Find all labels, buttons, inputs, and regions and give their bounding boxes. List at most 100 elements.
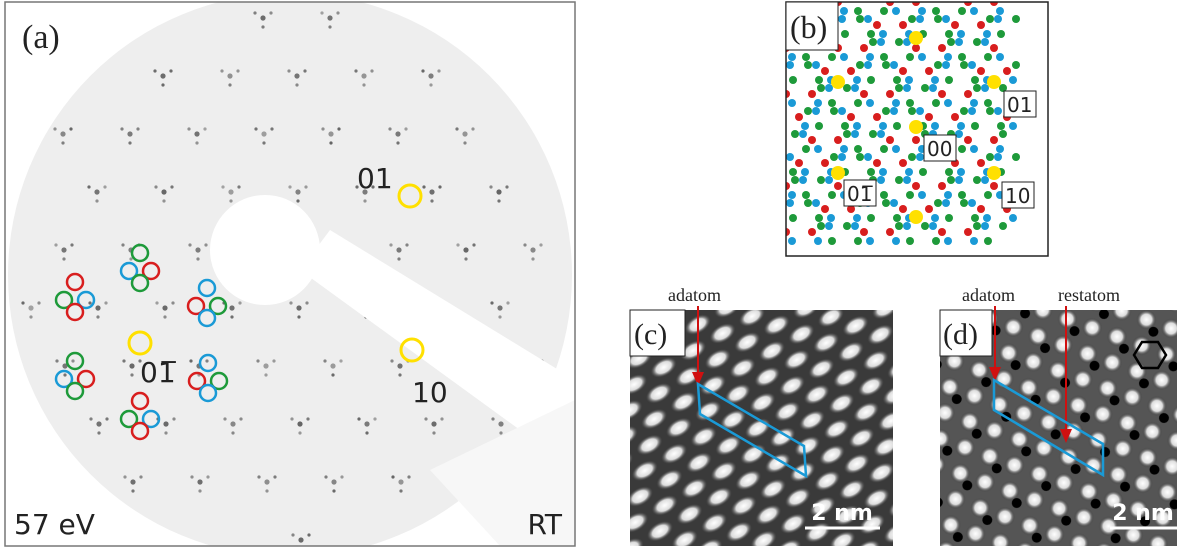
pattern-dot <box>762 191 770 199</box>
pattern-dot <box>821 205 829 213</box>
pattern-dot <box>847 67 855 75</box>
spot-label: 10 <box>1005 184 1030 208</box>
pattern-dot <box>838 153 846 161</box>
pattern-dot <box>925 113 933 121</box>
diffraction-spot <box>170 185 173 188</box>
pattern-dot <box>747 176 755 184</box>
diffraction-spot <box>531 257 534 260</box>
pattern-dot <box>960 199 968 207</box>
pattern-dot <box>860 44 868 52</box>
pattern-dot <box>687 222 695 230</box>
pattern-dot <box>737 76 745 84</box>
pattern-dot <box>691 205 699 213</box>
diffraction-spot <box>61 247 66 252</box>
pattern-dot <box>916 107 924 115</box>
pattern-dot <box>944 53 952 61</box>
diffraction-spot <box>303 69 306 72</box>
pattern-dot <box>877 130 885 138</box>
pattern-dot <box>996 53 1004 61</box>
pattern-dot <box>925 205 933 213</box>
pattern-dot <box>773 130 781 138</box>
pattern-dot <box>906 53 914 61</box>
pattern-dot <box>704 90 712 98</box>
pattern-dot <box>977 159 985 167</box>
pattern-dot <box>711 214 719 222</box>
diffraction-spot <box>155 301 158 304</box>
pattern-dot <box>860 90 868 98</box>
diffraction-spot <box>61 141 64 144</box>
pattern-dot <box>938 90 946 98</box>
pattern-dot <box>723 30 731 38</box>
diffraction-spot <box>329 141 332 144</box>
pattern-dot <box>724 7 732 15</box>
diffraction-spot <box>324 475 327 478</box>
pattern-dot <box>960 107 968 115</box>
pattern-dot <box>994 15 1002 23</box>
pattern-dot <box>698 145 706 153</box>
pattern-dot <box>955 38 963 46</box>
diffraction-spot <box>496 189 501 194</box>
pattern-dot <box>942 199 950 207</box>
pattern-dot <box>695 84 703 92</box>
diffraction-spot <box>390 359 393 362</box>
pattern-dot <box>1012 61 1020 69</box>
pattern-dot <box>925 67 933 75</box>
pattern-dot <box>880 7 888 15</box>
pattern-dot <box>942 61 950 69</box>
pattern-dot <box>944 237 952 245</box>
pattern-dot <box>700 61 708 69</box>
pattern-dot <box>990 44 998 52</box>
pattern-dot <box>697 76 705 84</box>
diffraction-spot <box>237 185 240 188</box>
pattern-dot <box>825 176 833 184</box>
pattern-dot <box>763 168 771 176</box>
diffraction-spot <box>161 83 164 86</box>
pattern-dot <box>973 84 981 92</box>
pattern-dot <box>685 30 693 38</box>
pattern-dot <box>892 7 900 15</box>
diffraction-spot <box>254 127 257 130</box>
diffraction-spot <box>505 185 508 188</box>
pattern-dot <box>906 191 914 199</box>
pattern-dot <box>912 182 920 190</box>
pattern-dot <box>981 38 989 46</box>
pattern-dot <box>799 130 807 138</box>
pattern-dot <box>908 107 916 115</box>
pattern-dot <box>762 7 770 15</box>
pattern-dot <box>932 237 940 245</box>
pattern-dot <box>999 130 1007 138</box>
pattern-dot <box>708 199 716 207</box>
diffraction-spot <box>354 69 357 72</box>
pattern-dot <box>817 84 825 92</box>
diffraction-spot <box>332 489 335 492</box>
pattern-dot <box>697 214 705 222</box>
pattern-dot <box>899 205 907 213</box>
diffraction-spot <box>263 363 268 368</box>
diffraction-spot <box>163 421 168 426</box>
pattern-dot <box>739 176 747 184</box>
diffraction-spot <box>130 373 133 376</box>
pattern-dot <box>760 107 768 115</box>
diffraction-spot <box>37 301 40 304</box>
pattern-dot <box>726 107 734 115</box>
pattern-dot <box>916 15 924 23</box>
pattern-dot <box>970 237 978 245</box>
pattern-dot <box>903 176 911 184</box>
pattern-dot <box>713 176 721 184</box>
pattern-dot <box>867 168 875 176</box>
diffraction-spot <box>230 315 233 318</box>
pattern-dot <box>789 76 797 84</box>
diffraction-spot <box>305 301 308 304</box>
pattern-dot <box>921 84 929 92</box>
pattern-dot <box>934 15 942 23</box>
diffraction-spot <box>188 243 191 246</box>
pattern-dot <box>990 136 998 144</box>
pattern-dot <box>912 136 920 144</box>
diffraction-spot <box>405 243 408 246</box>
pattern-dot <box>864 153 872 161</box>
pattern-dot <box>788 191 796 199</box>
pattern-dot <box>684 53 692 61</box>
pattern-dot <box>929 222 937 230</box>
diffraction-spot <box>227 73 232 78</box>
pattern-dot <box>788 53 796 61</box>
